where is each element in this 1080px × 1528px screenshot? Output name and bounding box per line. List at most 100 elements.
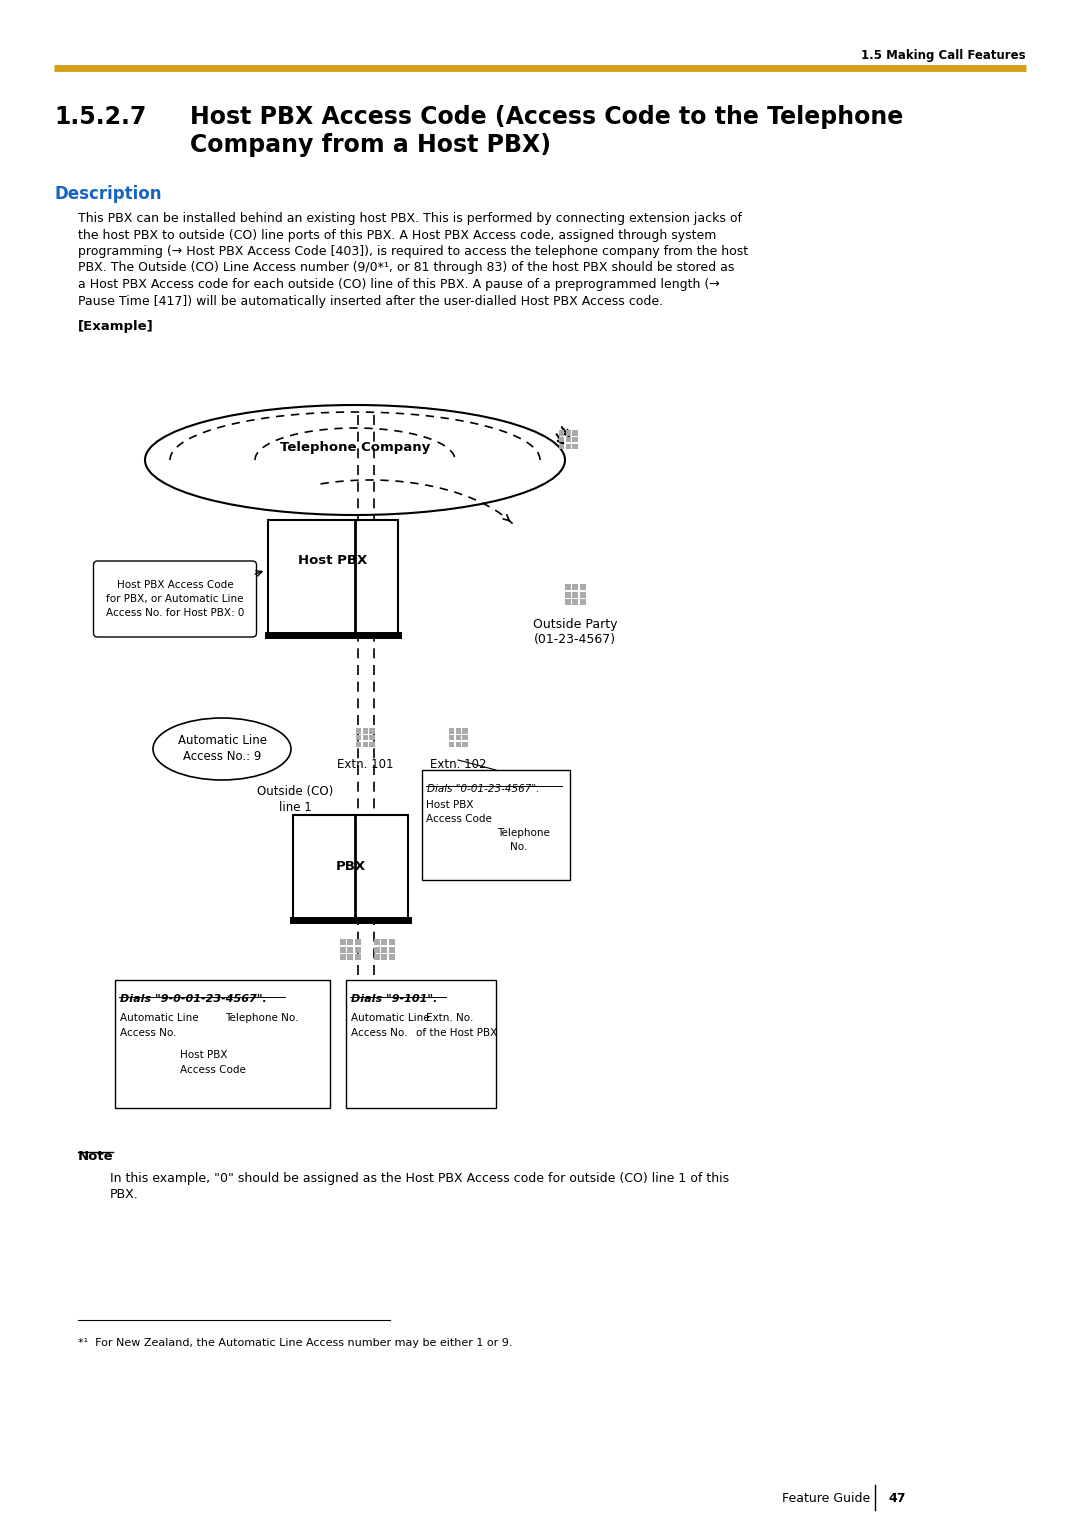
Text: Extn. 101: Extn. 101 — [337, 758, 393, 772]
Text: PBX.: PBX. — [110, 1187, 138, 1201]
Text: [Example]: [Example] — [78, 319, 153, 333]
Bar — [456, 729, 461, 733]
Text: Outside Party: Outside Party — [532, 617, 618, 631]
Text: Access No.: Access No. — [351, 1028, 407, 1038]
Text: Extn. 102: Extn. 102 — [430, 758, 486, 772]
Bar — [268, 520, 399, 636]
Text: Host PBX: Host PBX — [180, 1050, 228, 1060]
Bar — [369, 729, 375, 733]
Text: Host PBX Access Code
for PBX, or Automatic Line
Access No. for Host PBX: 0: Host PBX Access Code for PBX, or Automat… — [106, 581, 244, 617]
Text: Extn. No.: Extn. No. — [426, 1013, 473, 1024]
Text: Access No.: Access No. — [120, 1028, 176, 1038]
Text: Host PBX: Host PBX — [426, 801, 473, 810]
Bar — [449, 735, 455, 740]
Text: of the Host PBX: of the Host PBX — [416, 1028, 497, 1038]
Text: Automatic Line: Automatic Line — [351, 1013, 430, 1024]
Text: This PBX can be installed behind an existing host PBX. This is performed by conn: This PBX can be installed behind an exis… — [78, 212, 742, 225]
Bar — [566, 443, 571, 449]
Text: Telephone Company: Telephone Company — [280, 442, 430, 454]
Bar — [566, 431, 571, 435]
Bar — [374, 940, 380, 946]
Bar — [572, 599, 578, 605]
Bar — [356, 743, 361, 747]
Text: the host PBX to outside (CO) line ports of this PBX. A Host PBX Access code, ass: the host PBX to outside (CO) line ports … — [78, 229, 716, 241]
Bar — [580, 591, 585, 597]
Bar — [355, 955, 361, 960]
Bar — [340, 940, 346, 946]
Bar — [381, 940, 387, 946]
Bar — [580, 599, 585, 605]
Text: a Host PBX Access code for each outside (CO) line of this PBX. A pause of a prep: a Host PBX Access code for each outside … — [78, 278, 719, 290]
FancyBboxPatch shape — [94, 561, 257, 637]
Bar — [356, 735, 361, 740]
Bar — [572, 443, 578, 449]
Text: Automatic Line
Access No.: 9: Automatic Line Access No.: 9 — [177, 735, 267, 764]
Bar — [572, 584, 578, 590]
Bar — [566, 437, 571, 442]
Bar — [381, 955, 387, 960]
Bar — [355, 947, 361, 952]
Bar — [565, 591, 570, 597]
Text: In this example, "0" should be assigned as the Host PBX Access code for outside : In this example, "0" should be assigned … — [110, 1172, 729, 1186]
Bar — [381, 947, 387, 952]
Bar — [572, 437, 578, 442]
Text: Host PBX: Host PBX — [298, 553, 367, 567]
Text: Telephone No.: Telephone No. — [225, 1013, 298, 1024]
Bar — [559, 431, 564, 435]
Bar — [456, 743, 461, 747]
Text: Feature Guide: Feature Guide — [782, 1491, 870, 1505]
Bar — [456, 735, 461, 740]
Bar — [363, 735, 368, 740]
Bar — [572, 431, 578, 435]
Text: PBX. The Outside (CO) Line Access number (9/0*¹, or 81 through 83) of the host P: PBX. The Outside (CO) Line Access number… — [78, 261, 734, 275]
Text: Dials "9-0-01-23-4567".: Dials "9-0-01-23-4567". — [120, 995, 267, 1004]
Bar — [462, 729, 468, 733]
Text: Company from a Host PBX): Company from a Host PBX) — [190, 133, 551, 157]
Text: PBX: PBX — [336, 860, 365, 874]
Bar — [572, 591, 578, 597]
Text: Access Code: Access Code — [180, 1065, 246, 1076]
Text: 47: 47 — [888, 1491, 905, 1505]
Bar — [348, 947, 353, 952]
Bar — [356, 729, 361, 733]
Bar — [462, 743, 468, 747]
Bar — [348, 955, 353, 960]
Bar — [389, 955, 394, 960]
Text: *¹  For New Zealand, the Automatic Line Access number may be either 1 or 9.: *¹ For New Zealand, the Automatic Line A… — [78, 1339, 513, 1348]
Text: Host PBX Access Code (Access Code to the Telephone: Host PBX Access Code (Access Code to the… — [190, 105, 903, 128]
Bar — [293, 814, 408, 920]
Text: Outside (CO)
line 1: Outside (CO) line 1 — [257, 785, 333, 814]
Text: Telephone: Telephone — [497, 828, 550, 837]
Bar — [346, 979, 496, 1108]
Bar — [340, 955, 346, 960]
Bar — [340, 947, 346, 952]
Text: Automatic Line: Automatic Line — [120, 1013, 199, 1024]
Text: Description: Description — [54, 185, 162, 203]
Bar — [565, 599, 570, 605]
Bar — [422, 770, 570, 880]
Bar — [462, 735, 468, 740]
Text: Dials "9-101".: Dials "9-101". — [351, 995, 437, 1004]
Text: Access Code: Access Code — [426, 814, 491, 824]
Bar — [369, 743, 375, 747]
Text: Pause Time [417]) will be automatically inserted after the user-dialled Host PBX: Pause Time [417]) will be automatically … — [78, 295, 663, 307]
Bar — [374, 955, 380, 960]
Text: (01-23-4567): (01-23-4567) — [534, 633, 616, 646]
Bar — [374, 947, 380, 952]
Text: programming (→ Host PBX Access Code [403]), is required to access the telephone : programming (→ Host PBX Access Code [403… — [78, 244, 748, 258]
Text: No.: No. — [510, 842, 527, 853]
Text: 1.5.2.7: 1.5.2.7 — [54, 105, 147, 128]
Bar — [559, 437, 564, 442]
Bar — [449, 729, 455, 733]
Bar — [363, 729, 368, 733]
Bar — [369, 735, 375, 740]
Bar — [348, 940, 353, 946]
Bar — [389, 947, 394, 952]
Bar — [449, 743, 455, 747]
Text: Dials "0-01-23-4567".: Dials "0-01-23-4567". — [427, 784, 539, 795]
Text: 1.5 Making Call Features: 1.5 Making Call Features — [862, 49, 1026, 61]
Bar — [559, 443, 564, 449]
Text: Note: Note — [78, 1151, 113, 1163]
Bar — [114, 979, 330, 1108]
Bar — [363, 743, 368, 747]
